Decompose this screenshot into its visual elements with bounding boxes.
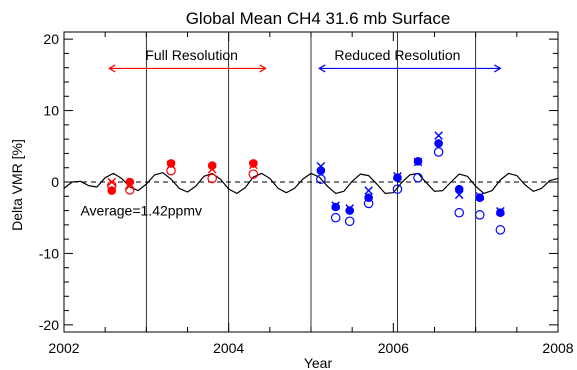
chart-title: Global Mean CH4 31.6 mb Surface [186, 9, 451, 28]
annotation-0: Full Resolution [145, 47, 238, 63]
range-arrow-head-left-0 [108, 64, 116, 73]
point-open-5-3 [363, 198, 374, 209]
point-filled-4-6 [434, 139, 443, 148]
point-open-5-8 [474, 210, 485, 220]
point-open-5-4 [392, 184, 403, 194]
x-tick-label-2008: 2008 [542, 340, 573, 356]
point-open-2-2 [166, 165, 176, 176]
point-open-5-6 [433, 147, 444, 157]
point-cross-3-6 [434, 131, 443, 140]
point-open-2-0 [106, 180, 117, 191]
plot-area: 2002 2004 2006 2008 -20 -10 0 10 20 Full Resoluti… [39, 31, 574, 356]
point-filled-4-7 [454, 184, 464, 194]
point-open-5-5 [413, 172, 423, 183]
point-filled-1-4 [249, 159, 258, 168]
point-filled-1-0 [107, 186, 117, 195]
point-open-5-7 [454, 207, 464, 218]
point-filled-4-8 [475, 193, 485, 203]
point-cross-0-0 [107, 177, 117, 187]
point-open-5-1 [330, 212, 341, 223]
seasonal-curve [63, 172, 559, 194]
point-filled-4-1 [331, 202, 341, 212]
annotation-2: Average=1.42ppmv [80, 203, 202, 219]
y-tick-label--20: -20 [39, 317, 59, 333]
y-tick-label-20: 20 [43, 31, 59, 47]
y-tick-label-0: 0 [51, 174, 59, 190]
x-tick-label-2002: 2002 [48, 340, 79, 356]
y-tick-label-10: 10 [43, 103, 59, 119]
point-open-2-4 [248, 169, 259, 179]
point-filled-4-9 [496, 208, 505, 218]
range-arrow-head-right-0 [259, 64, 267, 73]
y-tick-label--10: -10 [39, 245, 59, 261]
point-filled-4-5 [413, 156, 423, 166]
point-filled-4-4 [393, 173, 402, 183]
point-open-5-9 [495, 225, 506, 235]
x-tick-label-2004: 2004 [213, 340, 244, 356]
point-open-2-1 [125, 185, 135, 195]
point-filled-1-1 [125, 177, 135, 187]
point-filled-1-3 [207, 161, 217, 170]
x-tick-label-2006: 2006 [378, 340, 409, 356]
point-filled-4-2 [345, 206, 354, 215]
x-axis-label: Year [304, 355, 333, 370]
range-arrow-head-right-1 [494, 64, 502, 73]
point-filled-1-2 [166, 159, 176, 168]
point-filled-4-0 [316, 166, 326, 175]
range-arrow-head-left-1 [318, 64, 326, 73]
point-cross-3-3 [364, 186, 373, 195]
point-open-5-0 [316, 174, 326, 184]
y-axis-label: Delta VMR [%] [9, 139, 25, 231]
point-open-5-2 [344, 216, 355, 227]
point-open-2-3 [207, 173, 217, 184]
annotation-1: Reduced Resolution [334, 47, 460, 63]
